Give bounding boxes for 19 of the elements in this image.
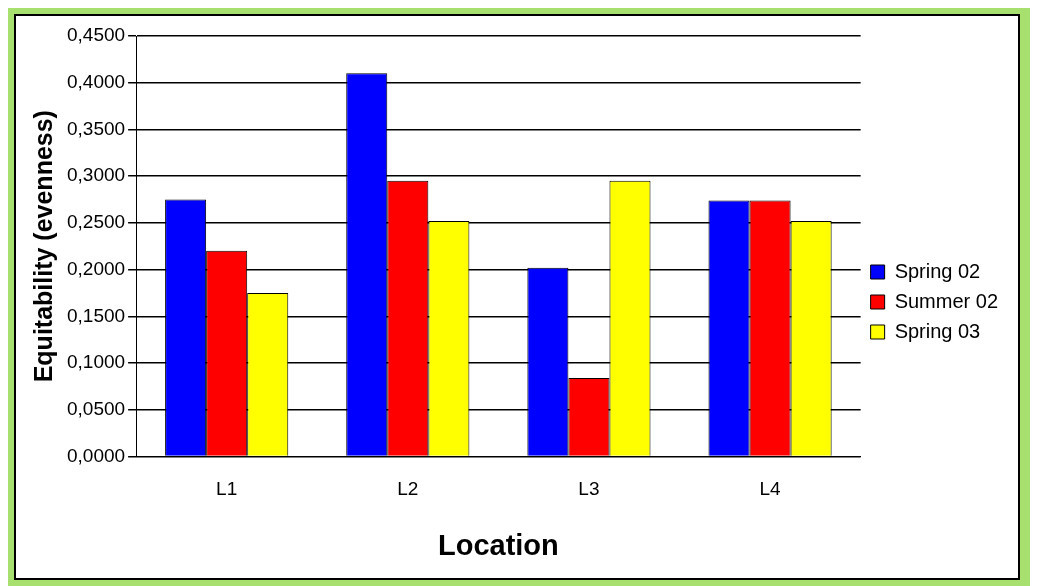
y-tick-label: 0,0000 [66, 444, 126, 466]
y-tick-label: 0,4500 [66, 24, 126, 46]
x-axis-title: Location [437, 528, 559, 561]
legend-label: Spring 02 [894, 259, 981, 282]
legend-label: Summer 02 [894, 289, 999, 312]
y-tick-label: 0,3500 [66, 117, 126, 139]
y-tick-label: 0,1000 [66, 351, 126, 373]
y-tick-label: 0,2000 [66, 257, 126, 279]
y-tick-label: 0,2500 [66, 211, 126, 233]
x-tick-label: L3 [578, 478, 600, 500]
x-tick-label: L2 [397, 478, 419, 500]
x-tick-label: L4 [759, 478, 782, 500]
x-tick-label: L1 [216, 478, 238, 500]
y-axis-title: Equitability (evenness) [28, 110, 57, 383]
y-tick-label: 0,4000 [66, 70, 126, 92]
y-tick-label: 0,1500 [66, 304, 126, 326]
legend-label: Spring 03 [894, 319, 981, 342]
y-tick-label: 0,3000 [66, 164, 126, 186]
y-tick-label: 0,0500 [66, 397, 126, 419]
